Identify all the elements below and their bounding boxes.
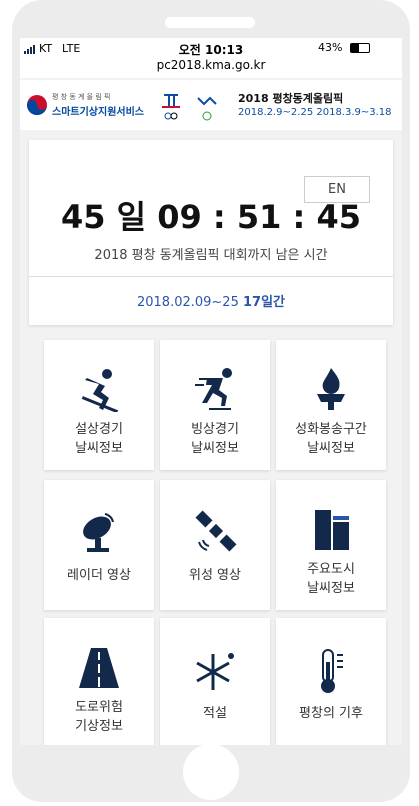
menu-label: 적설 — [203, 706, 227, 721]
menu-card[interactable]: 적설 — [160, 618, 270, 745]
signal-icon — [24, 45, 35, 54]
olympic-logos — [162, 94, 217, 121]
logo — [27, 95, 47, 115]
duration: 17일간 — [243, 295, 286, 310]
home-button[interactable] — [183, 744, 239, 800]
menu-label: 날씨정보 — [307, 441, 355, 456]
menu-icon — [317, 368, 345, 410]
countdown-time: 45 일 09 : 51 : 45 — [60, 198, 361, 236]
menu-label: 평창의 기후 — [299, 706, 363, 721]
menu-label: 주요도시 — [307, 562, 355, 577]
menu-icon — [315, 510, 349, 550]
event-dates: 2018.2.9~2.25 2018.3.9~3.18 — [238, 107, 392, 118]
org-small: 평 창 동 계 올 림 픽 — [52, 93, 111, 101]
menu-icon — [195, 368, 232, 410]
url: pc2018.kma.go.kr — [156, 58, 266, 72]
battery-icon — [350, 43, 370, 53]
menu-icon — [79, 648, 119, 688]
menu-icon — [196, 653, 234, 690]
menu-icon — [195, 510, 237, 552]
event-title: 2018 평창동계올림픽 — [238, 92, 344, 105]
menu-card[interactable]: 위성 영상 — [160, 480, 270, 610]
carrier: KT — [39, 42, 53, 55]
menu-label: 빙상경기 — [191, 422, 239, 437]
phone-frame: KT LTE 오전 10:13 43% pc2018.kma.go.kr 평 창… — [12, 0, 410, 802]
menu-label: 날씨정보 — [75, 441, 123, 456]
period: 2018.02.09~25 17일간 — [29, 291, 393, 310]
countdown-card: EN 45 일 09 : 51 : 45 2018 평창 동계올림픽 대회까지 … — [29, 140, 393, 325]
network: LTE — [62, 42, 81, 55]
menu-label: 도로위험 — [75, 700, 123, 715]
countdown-caption: 2018 평창 동계올림픽 대회까지 남은 시간 — [94, 248, 328, 263]
speaker — [165, 17, 255, 28]
status-bar: KT LTE 오전 10:13 43% pc2018.kma.go.kr — [20, 38, 402, 78]
menu-label: 날씨정보 — [307, 581, 355, 596]
lang-button[interactable]: EN — [304, 176, 370, 203]
menu-label: 레이더 영상 — [67, 568, 131, 583]
menu-label: 설상경기 — [75, 422, 123, 437]
menu-label: 날씨정보 — [191, 441, 239, 456]
menu-label: 위성 영상 — [189, 568, 241, 583]
battery-text: 43% — [318, 41, 343, 54]
menu-card[interactable]: 레이더 영상 — [44, 480, 154, 610]
header: 평 창 동 계 올 림 픽 스마트기상지원서비스 2018 평창동계올림픽 20… — [20, 80, 402, 130]
menu-icon — [81, 369, 119, 412]
org-name: 스마트기상지원서비스 — [52, 107, 144, 118]
menu-label: 성화봉송구간 — [295, 422, 367, 437]
clock: 오전 10:13 — [178, 43, 244, 57]
divider — [29, 276, 393, 277]
menu-icon — [83, 513, 114, 552]
menu-icon — [321, 649, 343, 693]
menu-card[interactable]: 평창의 기후 — [276, 618, 386, 745]
screen: KT LTE 오전 10:13 43% pc2018.kma.go.kr 평 창… — [20, 38, 402, 745]
period-dates: 2018.02.09~25 — [136, 295, 239, 310]
menu-label: 기상정보 — [75, 719, 123, 734]
